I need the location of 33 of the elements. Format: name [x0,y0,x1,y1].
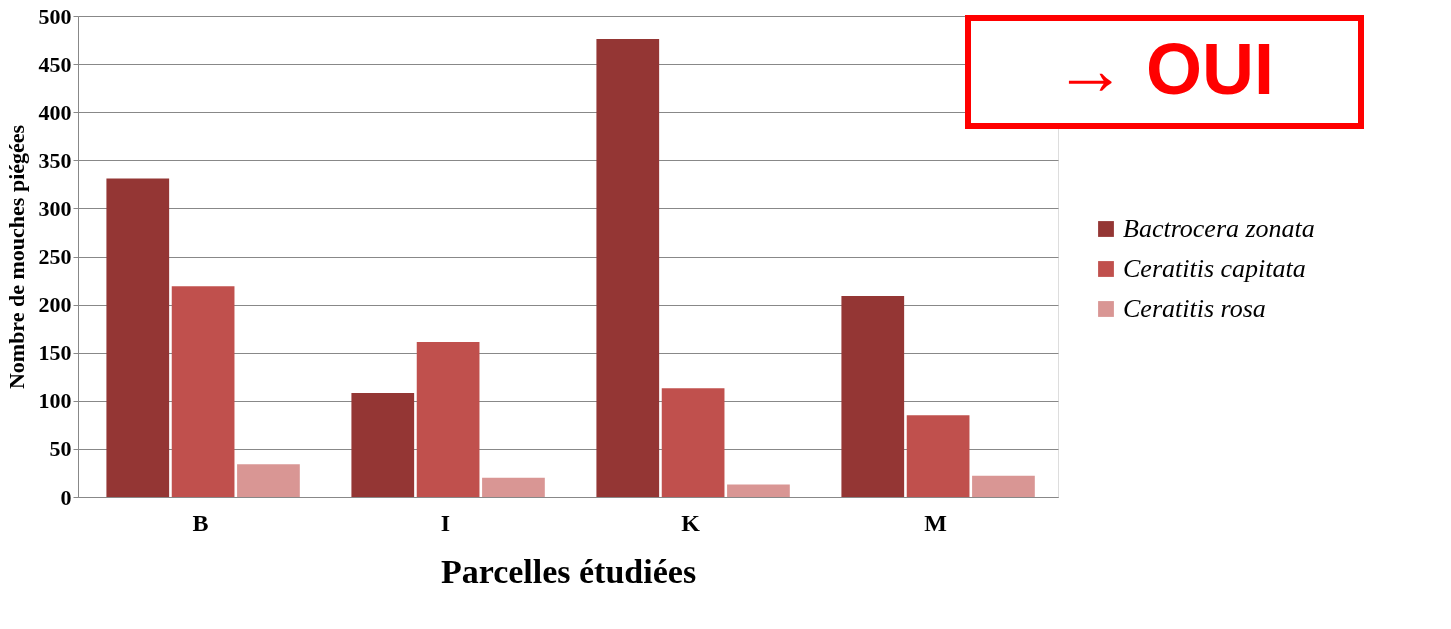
y-tick-label: 50 [49,436,72,462]
y-tick-label: 200 [38,292,72,318]
y-tick-label: 500 [38,3,72,29]
bar [972,475,1035,497]
bar [661,388,725,497]
legend-label: Ceratitis rosa [1123,294,1266,323]
x-tick-label: M [924,509,947,536]
y-tick-label: 400 [38,99,72,125]
bar [171,286,235,497]
y-tick-label: 250 [38,244,72,269]
y-tick-label: 350 [38,147,72,173]
y-tick-label: 300 [38,195,72,221]
y-tick-label: 450 [38,51,72,77]
x-axis-title: Parcelles étudiées [440,552,697,590]
x-tick-label: K [681,509,701,536]
bar [596,39,660,497]
y-axis-title: Nombre de mouches piégées [3,124,29,390]
bar [416,342,480,497]
bar [237,464,300,497]
annotation: → OUI [1053,29,1275,109]
y-tick-label: 100 [38,388,72,414]
legend-label: Ceratitis capitata [1123,254,1306,283]
bar [727,484,790,497]
x-tick-label: I [440,509,451,536]
x-tick-label: B [192,509,209,536]
y-tick-label: 150 [38,340,72,366]
y-tick-label: 0 [60,484,72,510]
bar [106,178,170,497]
bar [351,393,415,497]
legend-label: Bactrocera zonata [1123,214,1315,243]
bar [906,415,970,497]
bar [841,295,905,497]
bar [482,477,545,497]
